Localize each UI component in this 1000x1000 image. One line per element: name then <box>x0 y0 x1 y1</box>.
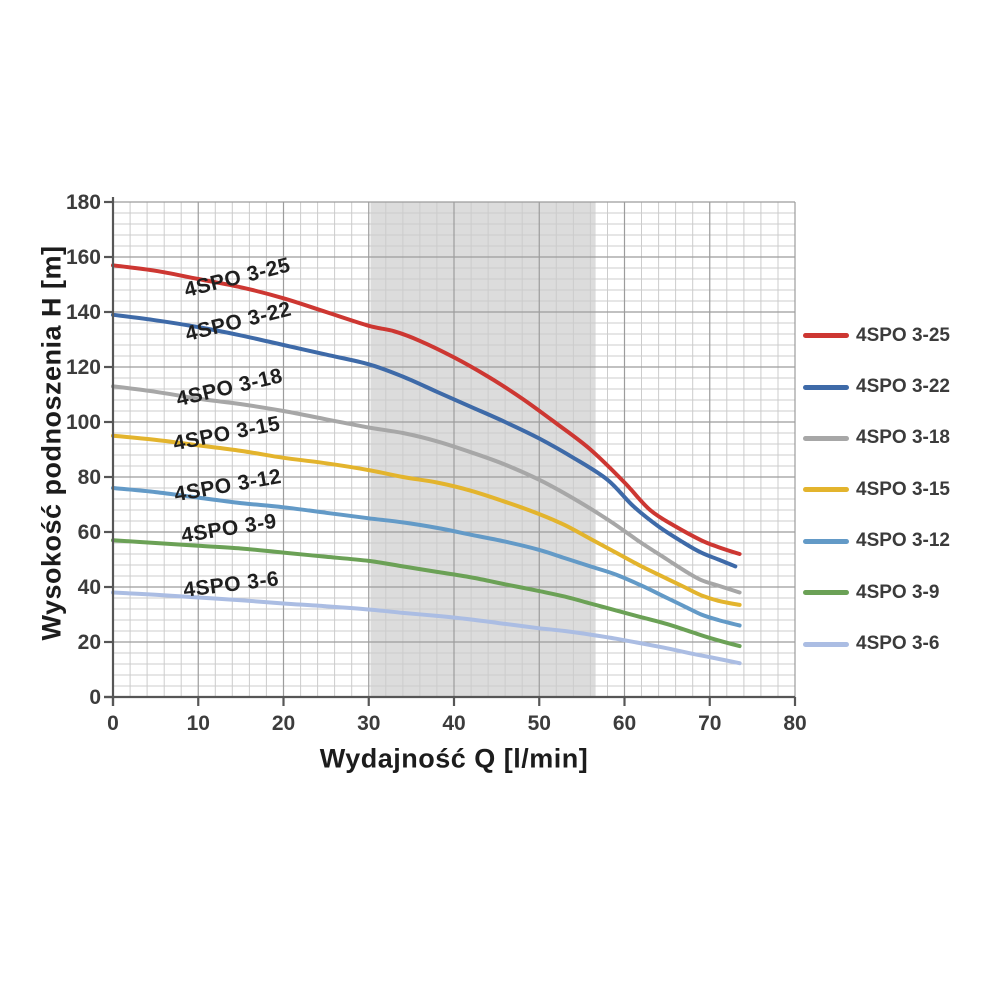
legend-swatch-4spo-3-25 <box>803 333 849 339</box>
y-tick-label-0: 0 <box>89 686 101 709</box>
x-tick-label-80: 80 <box>783 712 806 735</box>
x-tick-label-30: 30 <box>357 712 380 735</box>
y-tick-label-100: 100 <box>66 411 101 434</box>
legend-swatch-4spo-3-6 <box>803 641 849 647</box>
curve-label-4spo-3-9: 4SPO 3-9 <box>180 510 279 548</box>
legend-item-4spo-3-18: 4SPO 3-18 <box>803 413 950 464</box>
legend-swatch-4spo-3-15 <box>803 487 849 493</box>
legend-label-4spo-3-25: 4SPO 3-25 <box>856 324 950 346</box>
x-tick-label-40: 40 <box>442 712 465 735</box>
legend-swatch-4spo-3-12 <box>803 538 849 544</box>
y-tick-label-60: 60 <box>78 521 101 544</box>
curve-label-4spo-3-6: 4SPO 3-6 <box>182 567 280 602</box>
axes <box>104 197 797 706</box>
x-tick-label-20: 20 <box>272 712 295 735</box>
legend-swatch-4spo-3-9 <box>803 590 849 596</box>
series-curve-4spo-3-6 <box>111 590 742 666</box>
legend-item-4spo-3-22: 4SPO 3-22 <box>803 361 950 412</box>
x-tick-label-0: 0 <box>107 712 119 735</box>
y-tick-label-20: 20 <box>78 631 101 654</box>
legend-label-4spo-3-12: 4SPO 3-12 <box>856 530 950 552</box>
legend-swatch-4spo-3-22 <box>803 384 849 390</box>
y-tick-label-180: 180 <box>66 191 101 214</box>
legend-swatch-4spo-3-18 <box>803 435 849 441</box>
series-curve-4spo-3-18 <box>111 384 742 595</box>
y-tick-label-160: 160 <box>66 246 101 269</box>
y-axis-title: Wysokość podnoszenia H [m] <box>36 245 67 641</box>
legend-label-4spo-3-15: 4SPO 3-15 <box>856 478 950 500</box>
series-curve-4spo-3-15 <box>111 433 742 607</box>
curve-label-4spo-3-22: 4SPO 3-22 <box>183 297 294 346</box>
chart-legend: 4SPO 3-25 4SPO 3-22 4SPO 3-18 4SPO 3-15 4SPO… <box>803 310 950 670</box>
legend-item-4spo-3-6: 4SPO 3-6 <box>803 618 950 669</box>
series-curve-4spo-3-25 <box>111 263 742 556</box>
series-curve-4spo-3-12 <box>111 486 742 628</box>
x-tick-label-60: 60 <box>613 712 636 735</box>
legend-label-4spo-3-22: 4SPO 3-22 <box>856 376 950 398</box>
y-tick-label-140: 140 <box>66 301 101 324</box>
x-tick-label-10: 10 <box>187 712 210 735</box>
x-axis-title: Wydajność Q [l/min] <box>319 743 589 774</box>
legend-item-4spo-3-15: 4SPO 3-15 <box>803 464 950 515</box>
y-tick-label-80: 80 <box>78 466 101 489</box>
legend-item-4spo-3-12: 4SPO 3-12 <box>803 516 950 567</box>
x-tick-label-50: 50 <box>528 712 551 735</box>
series-curve-4spo-3-9 <box>111 538 742 649</box>
legend-label-4spo-3-18: 4SPO 3-18 <box>856 427 950 449</box>
legend-item-4spo-3-25: 4SPO 3-25 <box>803 310 950 361</box>
legend-item-4spo-3-9: 4SPO 3-9 <box>803 567 950 618</box>
legend-label-4spo-3-9: 4SPO 3-9 <box>856 581 940 603</box>
legend-label-4spo-3-6: 4SPO 3-6 <box>856 633 940 655</box>
x-tick-label-70: 70 <box>698 712 721 735</box>
y-tick-label-120: 120 <box>66 356 101 379</box>
y-tick-label-40: 40 <box>78 576 101 599</box>
series-curve-4spo-3-22 <box>111 312 738 569</box>
